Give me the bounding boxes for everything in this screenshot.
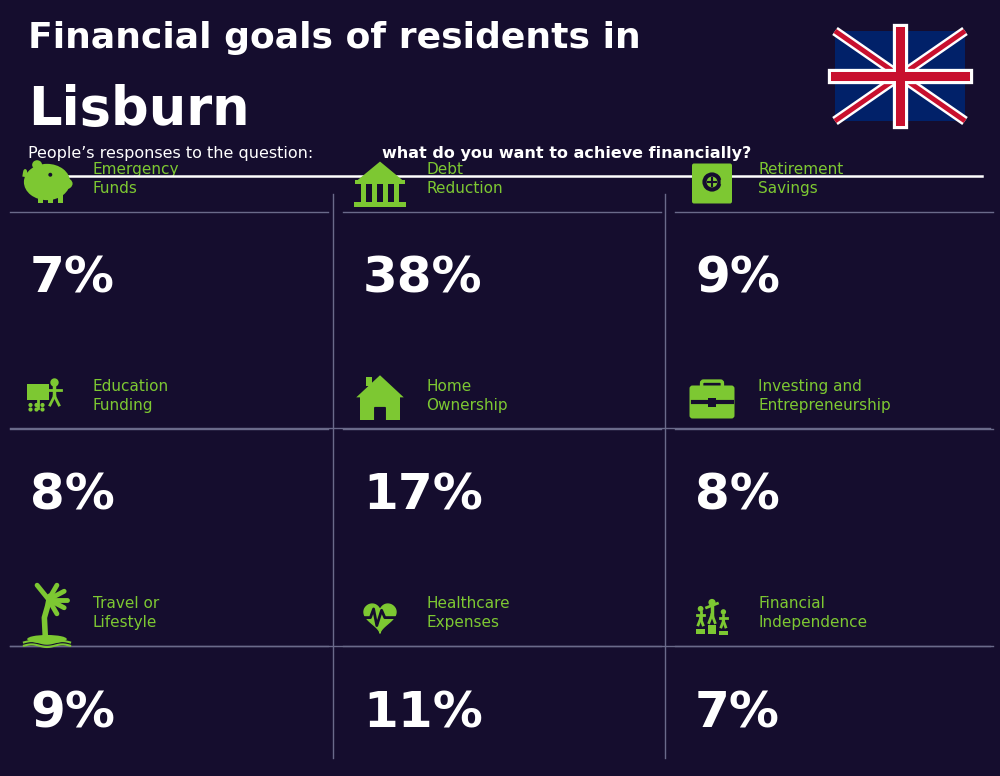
Polygon shape	[364, 604, 396, 633]
Text: 11%: 11%	[363, 689, 483, 737]
Text: what do you want to achieve financially?: what do you want to achieve financially?	[382, 146, 751, 161]
Text: Travel or
Lifestyle: Travel or Lifestyle	[93, 596, 159, 630]
Text: Retirement
Savings: Retirement Savings	[758, 162, 843, 196]
Ellipse shape	[58, 178, 73, 189]
FancyBboxPatch shape	[690, 386, 734, 418]
Bar	[58, 192, 63, 203]
Text: Debt
Reduction: Debt Reduction	[426, 162, 503, 196]
Text: Investing and
Entrepreneurship: Investing and Entrepreneurship	[758, 379, 891, 413]
Circle shape	[702, 172, 722, 192]
Text: Financial
Independence: Financial Independence	[758, 596, 867, 630]
FancyBboxPatch shape	[708, 398, 716, 407]
Text: 9%: 9%	[695, 255, 780, 303]
FancyBboxPatch shape	[696, 629, 705, 634]
Circle shape	[40, 403, 45, 407]
Circle shape	[721, 609, 726, 615]
FancyBboxPatch shape	[835, 31, 965, 121]
Text: 38%: 38%	[363, 255, 483, 303]
FancyBboxPatch shape	[366, 376, 372, 386]
Circle shape	[707, 177, 717, 187]
FancyBboxPatch shape	[394, 182, 399, 203]
Circle shape	[34, 403, 39, 407]
Bar	[48, 192, 53, 203]
Text: 7%: 7%	[695, 689, 780, 737]
Text: People’s responses to the question:: People’s responses to the question:	[28, 146, 318, 161]
Text: Emergency
Funds: Emergency Funds	[93, 162, 180, 196]
Circle shape	[48, 173, 52, 177]
FancyBboxPatch shape	[692, 164, 732, 203]
Text: 17%: 17%	[363, 472, 483, 520]
FancyBboxPatch shape	[708, 625, 716, 634]
Text: 8%: 8%	[30, 472, 115, 520]
Text: 9%: 9%	[30, 689, 115, 737]
Text: Home
Ownership: Home Ownership	[426, 379, 508, 413]
Ellipse shape	[32, 160, 42, 169]
Circle shape	[708, 599, 716, 606]
FancyBboxPatch shape	[355, 180, 405, 184]
FancyBboxPatch shape	[372, 182, 377, 203]
FancyBboxPatch shape	[361, 182, 366, 203]
Text: Education
Funding: Education Funding	[93, 379, 169, 413]
Circle shape	[28, 407, 33, 411]
Text: 8%: 8%	[695, 472, 780, 520]
Polygon shape	[356, 376, 404, 397]
Ellipse shape	[27, 635, 67, 643]
Ellipse shape	[24, 164, 70, 200]
FancyBboxPatch shape	[360, 397, 400, 421]
FancyBboxPatch shape	[719, 631, 728, 635]
Text: Financial goals of residents in: Financial goals of residents in	[28, 21, 641, 55]
Circle shape	[28, 403, 33, 407]
Circle shape	[698, 606, 703, 611]
FancyBboxPatch shape	[383, 182, 388, 203]
Text: 7%: 7%	[30, 255, 115, 303]
FancyBboxPatch shape	[354, 202, 406, 206]
Polygon shape	[355, 161, 405, 182]
FancyBboxPatch shape	[27, 384, 48, 400]
Circle shape	[50, 378, 59, 386]
Text: Lisburn: Lisburn	[28, 84, 250, 136]
Text: Healthcare
Expenses: Healthcare Expenses	[426, 596, 510, 630]
FancyBboxPatch shape	[374, 407, 386, 421]
Bar	[38, 192, 43, 203]
Circle shape	[40, 407, 45, 411]
FancyBboxPatch shape	[721, 179, 728, 185]
Circle shape	[34, 407, 39, 411]
